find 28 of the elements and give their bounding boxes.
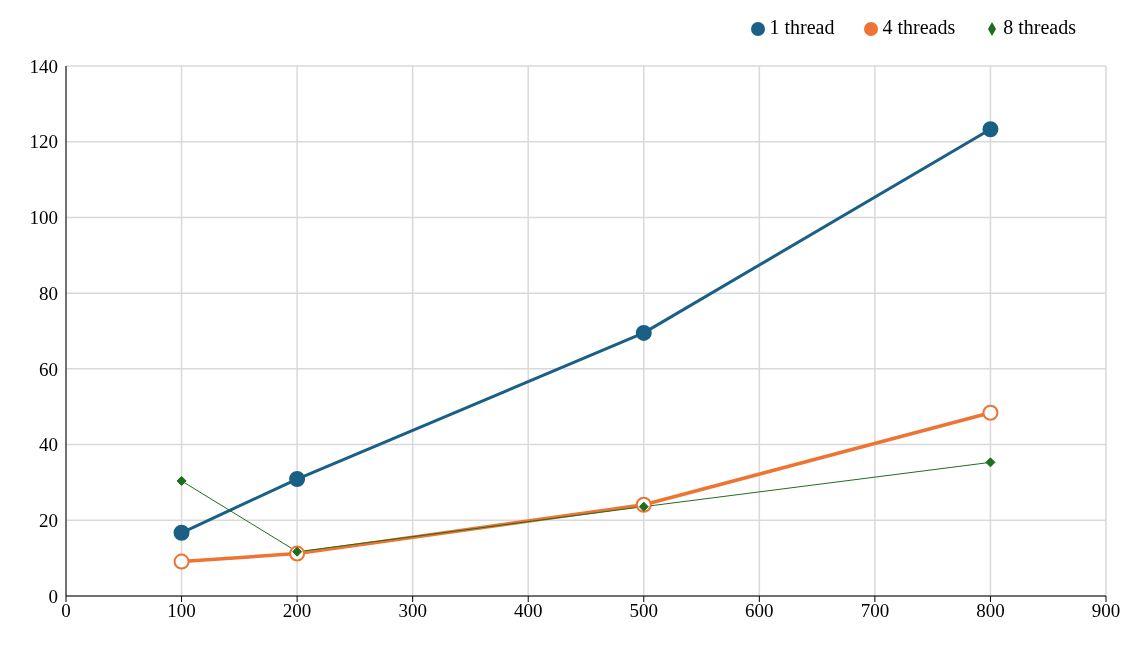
x-tick-label: 800 bbox=[976, 600, 1005, 622]
legend-label: 1 thread bbox=[769, 16, 835, 38]
x-tick-label: 600 bbox=[745, 600, 774, 622]
point bbox=[173, 524, 190, 541]
point bbox=[635, 324, 652, 341]
y-tick-label: 20 bbox=[39, 510, 58, 532]
x-tick-label: 700 bbox=[860, 600, 890, 622]
x-tick-label: 500 bbox=[629, 600, 659, 622]
y-tick-label: 140 bbox=[29, 55, 58, 77]
x-tick-label: 200 bbox=[282, 600, 312, 622]
legend-label: 8 threads bbox=[1003, 16, 1076, 38]
point bbox=[289, 471, 306, 488]
x-tick-label: 100 bbox=[167, 600, 196, 622]
point bbox=[173, 553, 190, 570]
y-tick-label: 60 bbox=[39, 358, 58, 380]
x-tick-label: 900 bbox=[1091, 600, 1121, 622]
y-tick-label: 100 bbox=[29, 207, 58, 229]
y-tick-label: 120 bbox=[29, 131, 58, 153]
y-tick-label: 40 bbox=[39, 434, 58, 456]
point bbox=[176, 475, 187, 486]
x-tick-label: 300 bbox=[398, 600, 427, 622]
y-tick-label: 0 bbox=[48, 585, 58, 607]
legend-label: 4 threads bbox=[882, 16, 956, 38]
point bbox=[982, 121, 999, 138]
x-tick-label: 400 bbox=[513, 600, 543, 622]
point bbox=[985, 457, 996, 468]
y-tick-label: 80 bbox=[39, 282, 58, 304]
point bbox=[982, 404, 999, 421]
